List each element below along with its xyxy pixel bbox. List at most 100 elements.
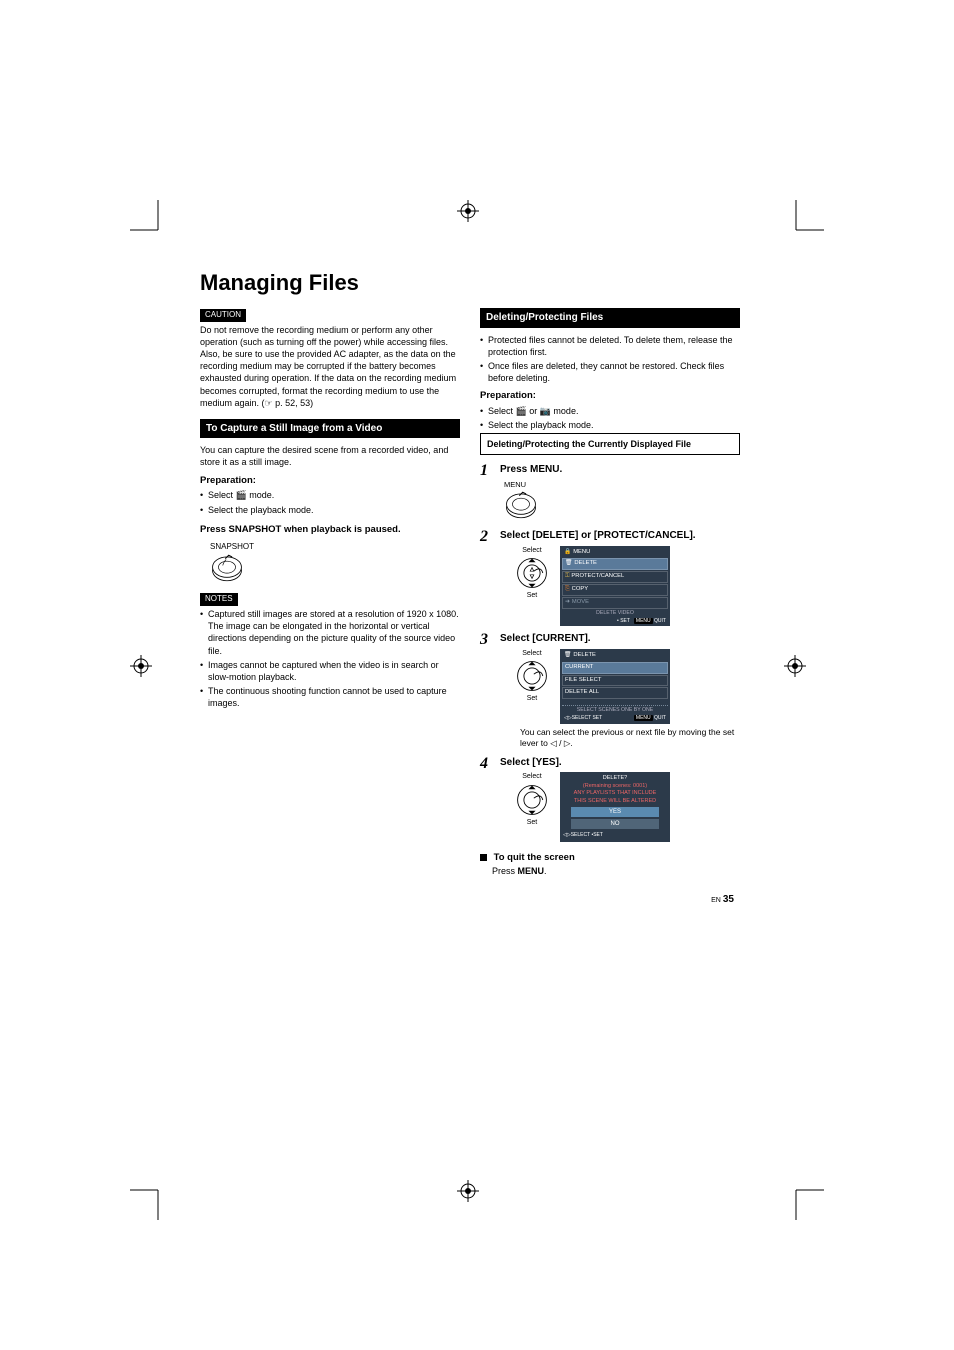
note-item: The continuous shooting function cannot … xyxy=(200,685,460,709)
menu-row: MOVE xyxy=(572,599,589,607)
set-label: Set xyxy=(527,694,538,703)
screen-caption: SELECT SCENES ONE BY ONE xyxy=(562,705,668,714)
capture-intro: You can capture the desired scene from a… xyxy=(200,444,460,468)
dialog-footer: ◁▷SELECT •SET xyxy=(563,831,667,839)
right-column: Deleting/Protecting Files Protected file… xyxy=(480,308,740,877)
intro-item: Once files are deleted, they cannot be r… xyxy=(480,360,740,384)
joystick-control: Select Set xyxy=(514,546,550,601)
dialog-line: ANY PLAYLISTS THAT INCLUDE xyxy=(563,790,667,797)
crop-mark xyxy=(784,200,824,240)
notes-list: Captured still images are stored at a re… xyxy=(200,608,460,709)
footer-select: SELECT SET xyxy=(572,715,602,721)
step-title: Select [CURRENT]. xyxy=(500,632,740,646)
reg-target xyxy=(784,655,824,695)
prep-label: Preparation: xyxy=(200,475,460,488)
copy-icon: ⎘ xyxy=(565,586,570,594)
subsection-box: Deleting/Protecting the Currently Displa… xyxy=(480,433,740,455)
menu-button-icon xyxy=(504,490,538,520)
select-label: Select xyxy=(522,546,541,555)
reg-target xyxy=(457,200,497,240)
step-number: 2 xyxy=(480,529,494,545)
delete-screen: 🗑DELETE CURRENT FILE SELECT DELETE ALL S… xyxy=(560,649,670,724)
note-item: Images cannot be captured when the video… xyxy=(200,659,460,683)
dialog-yes: YES xyxy=(571,807,659,817)
confirm-dialog: DELETE? (Remaining scenes: 0001) ANY PLA… xyxy=(560,772,670,842)
note-item: Captured still images are stored at a re… xyxy=(200,608,460,657)
snapshot-button-figure: SNAPSHOT xyxy=(210,542,460,586)
dialog-title: DELETE? xyxy=(563,775,667,782)
joystick-control: Select Set xyxy=(514,649,550,704)
set-label: Set xyxy=(527,591,538,600)
set-label: Set xyxy=(527,818,538,827)
move-icon: ➜ xyxy=(565,599,570,607)
menu-row: PROTECT/CANCEL xyxy=(571,573,624,581)
page-prefix: EN xyxy=(711,897,721,904)
step3-helper: You can select the previous or next file… xyxy=(500,727,740,750)
step-title: Select [DELETE] or [PROTECT/CANCEL]. xyxy=(500,529,740,543)
page-content: Managing Files CAUTION Do not remove the… xyxy=(200,270,740,877)
select-label: Select xyxy=(522,649,541,658)
menu-row: CURRENT xyxy=(562,662,668,674)
key-icon: ⚿ xyxy=(565,573,569,581)
reg-target xyxy=(457,1180,497,1220)
menu-row: FILE SELECT xyxy=(562,675,668,687)
dialog-no: NO xyxy=(571,819,659,829)
menu-row: DELETE ALL xyxy=(562,687,668,699)
snapshot-button-icon xyxy=(210,553,244,583)
footer-menu-tag: MENU xyxy=(634,715,653,721)
dialog-line: THIS SCENE WILL BE ALTERED xyxy=(563,798,667,805)
intro-item: Protected files cannot be deleted. To de… xyxy=(480,334,740,358)
page-num-value: 35 xyxy=(723,894,734,905)
prep-item: Select the playback mode. xyxy=(480,419,740,431)
crop-mark xyxy=(130,1180,170,1220)
screen-header: DELETE xyxy=(573,652,596,660)
quit-block: To quit the screen Press MENU. xyxy=(480,852,740,877)
page-title: Managing Files xyxy=(200,270,740,296)
footer-menu-tag: MENU xyxy=(634,618,653,624)
step-number: 3 xyxy=(480,632,494,648)
prep-label: Preparation: xyxy=(480,390,740,403)
screen-header: MENU xyxy=(573,549,590,557)
step-1: 1 Press MENU. MENU xyxy=(480,463,740,523)
prep-item: Select 🎬 mode. xyxy=(200,489,460,501)
caution-badge: CAUTION xyxy=(200,309,246,322)
dialog-line: (Remaining scenes: 0001) xyxy=(563,783,667,790)
quit-prefix: Press xyxy=(492,866,518,876)
prep-list: Select 🎬 mode. Select the playback mode. xyxy=(200,489,460,515)
step-number: 1 xyxy=(480,463,494,479)
step-title: Select [YES]. xyxy=(500,756,740,770)
delete-intro-list: Protected files cannot be deleted. To de… xyxy=(480,334,740,385)
reg-target xyxy=(130,655,170,695)
prep-item: Select the playback mode. xyxy=(200,504,460,516)
menu-row: COPY xyxy=(572,586,588,594)
quit-title: To quit the screen xyxy=(494,852,575,863)
step-2: 2 Select [DELETE] or [PROTECT/CANCEL]. S… xyxy=(480,529,740,626)
lock-icon: 🔒 xyxy=(564,549,571,557)
page-number: EN35 xyxy=(711,894,734,905)
prep-list: Select 🎬 or 📷 mode. Select the playback … xyxy=(480,405,740,431)
snapshot-instruction: Press SNAPSHOT when playback is paused. xyxy=(200,524,460,537)
crop-mark xyxy=(784,1180,824,1220)
step-number: 4 xyxy=(480,756,494,772)
footer-quit: QUIT xyxy=(654,618,666,624)
joystick-icon xyxy=(514,782,550,818)
notes-badge: NOTES xyxy=(200,593,238,606)
joystick-icon xyxy=(514,658,550,694)
prep-item: Select 🎬 or 📷 mode. xyxy=(480,405,740,417)
section-delete-title: Deleting/Protecting Files xyxy=(480,308,740,328)
screen-caption: DELETE VIDEO xyxy=(562,609,668,617)
menu-screen: 🔒MENU 🗑DELETE ⚿PROTECT/CANCEL ⎘COPY ➜MOV… xyxy=(560,546,670,627)
menu-label: MENU xyxy=(504,480,740,490)
quit-menu: MENU xyxy=(518,866,545,876)
snapshot-label: SNAPSHOT xyxy=(210,542,460,553)
footer-quit: QUIT xyxy=(654,715,666,721)
menu-row: DELETE xyxy=(574,560,597,568)
left-column: CAUTION Do not remove the recording medi… xyxy=(200,308,460,877)
crop-mark xyxy=(130,200,170,240)
select-label: Select xyxy=(522,772,541,781)
quit-suffix: . xyxy=(544,866,547,876)
trash-icon: 🗑 xyxy=(565,560,572,568)
section-capture-title: To Capture a Still Image from a Video xyxy=(200,419,460,439)
caution-text: Do not remove the recording medium or pe… xyxy=(200,324,460,409)
footer-set: SET xyxy=(620,618,630,624)
